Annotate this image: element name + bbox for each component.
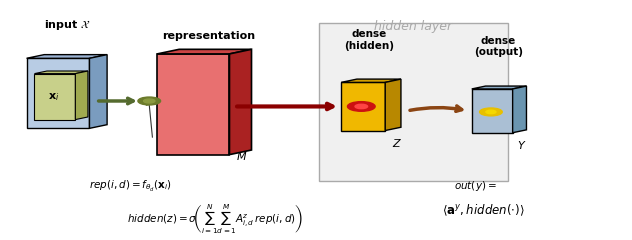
Polygon shape bbox=[34, 71, 88, 74]
Text: $rep(i,d) = f_{\theta_d}(\mathbf{x}_i)$: $rep(i,d) = f_{\theta_d}(\mathbf{x}_i)$ bbox=[90, 179, 173, 194]
Text: dense
(hidden): dense (hidden) bbox=[344, 29, 394, 51]
Circle shape bbox=[348, 102, 375, 111]
Text: dense
(output): dense (output) bbox=[474, 36, 523, 57]
Circle shape bbox=[486, 110, 496, 114]
Circle shape bbox=[143, 99, 155, 103]
Polygon shape bbox=[513, 86, 526, 133]
Polygon shape bbox=[341, 79, 401, 82]
Polygon shape bbox=[27, 55, 107, 58]
Text: $M$: $M$ bbox=[236, 150, 247, 162]
FancyBboxPatch shape bbox=[319, 23, 508, 181]
Polygon shape bbox=[386, 79, 401, 131]
Text: $out(y) =$: $out(y) =$ bbox=[454, 179, 497, 193]
Polygon shape bbox=[27, 58, 90, 128]
Circle shape bbox=[480, 108, 502, 116]
Text: $\mathbf{x}_i$: $\mathbf{x}_i$ bbox=[48, 91, 59, 102]
Polygon shape bbox=[34, 74, 75, 120]
Polygon shape bbox=[90, 55, 107, 128]
Text: representation: representation bbox=[162, 31, 255, 41]
Polygon shape bbox=[471, 89, 513, 133]
Polygon shape bbox=[157, 54, 229, 155]
Text: hidden layer: hidden layer bbox=[375, 20, 453, 33]
Polygon shape bbox=[75, 71, 88, 120]
Text: $hidden(z) = \sigma\!\left(\sum_{i=1}^{N}\sum_{d=1}^{M} A^z_{i,d}\, rep(i,d)\rig: $hidden(z) = \sigma\!\left(\sum_{i=1}^{N… bbox=[127, 203, 303, 236]
Polygon shape bbox=[341, 82, 386, 131]
Text: input $\mathcal{X}$: input $\mathcal{X}$ bbox=[44, 18, 91, 32]
Polygon shape bbox=[471, 86, 526, 89]
Text: $Y$: $Y$ bbox=[518, 139, 527, 151]
Circle shape bbox=[138, 97, 161, 105]
Text: $\langle \mathbf{a}^y, hidden(\cdot)\rangle$: $\langle \mathbf{a}^y, hidden(\cdot)\ran… bbox=[442, 203, 525, 218]
Polygon shape bbox=[229, 49, 252, 155]
Circle shape bbox=[355, 104, 368, 109]
Polygon shape bbox=[157, 49, 252, 54]
Text: $Z$: $Z$ bbox=[391, 137, 401, 149]
